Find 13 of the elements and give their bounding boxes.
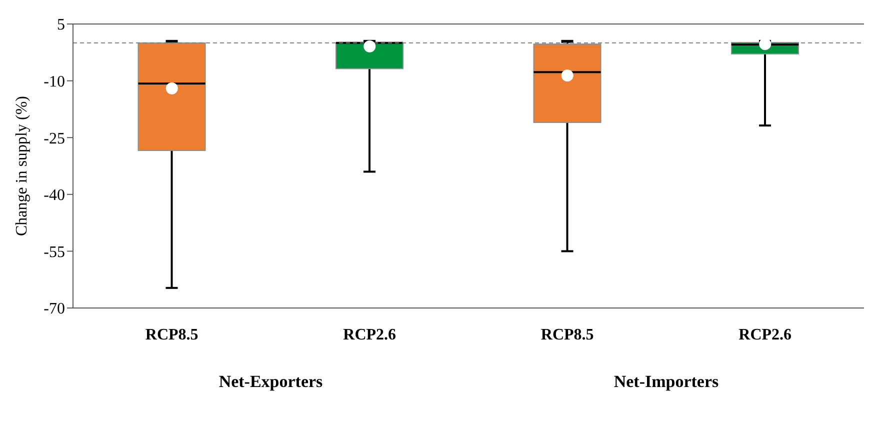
y-axis-title: Change in supply (%) [14, 96, 31, 236]
x-tick-label: RCP8.5 [540, 326, 594, 344]
y-tick-label: -70 [44, 300, 65, 318]
y-tick-label: -55 [44, 244, 65, 261]
x-tick-label: RCP2.6 [738, 326, 792, 344]
x-tick-label: RCP8.5 [145, 326, 198, 344]
y-tick-label: -40 [44, 187, 65, 204]
y-tick-label: -25 [44, 130, 65, 148]
text: Net-Importers [612, 372, 720, 392]
text: Net-Exporters [218, 372, 324, 392]
y-tick-label: -10 [44, 73, 65, 90]
y-tick-label: 5 [57, 16, 65, 34]
x-tick-label: RCP2.6 [343, 326, 396, 344]
